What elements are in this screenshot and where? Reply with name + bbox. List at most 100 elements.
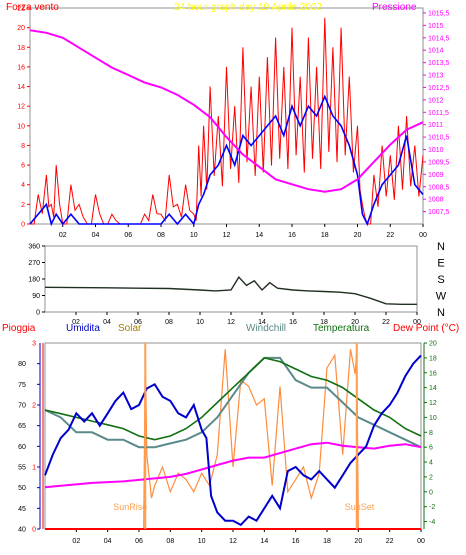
mid-direction-label: E bbox=[437, 258, 444, 270]
top-right-axis-title: Pressione bbox=[372, 2, 417, 13]
bottom-x-tick-label: 00 bbox=[417, 538, 425, 545]
bottom-series-temperatura bbox=[44, 357, 422, 441]
mid-x-tick-label: 18 bbox=[320, 319, 328, 326]
bottom-right-ticks: -4 -2 0 2 4 6 8 10 12 14 16 18 20 bbox=[423, 341, 437, 529]
top-left-tick-label: 2 bbox=[21, 202, 25, 209]
bottom-legend-item: Umidita bbox=[66, 323, 100, 334]
top-x-tick-label: 04 bbox=[92, 232, 100, 239]
bottom-x-tick-label: 04 bbox=[104, 538, 112, 545]
mid-direction-label: N bbox=[437, 241, 445, 253]
bottom-right-tick-label: 20 bbox=[429, 341, 437, 348]
mid-plot-frame bbox=[44, 245, 418, 313]
bottom-left-tick-label: 45 bbox=[18, 506, 26, 513]
top-left-tick-label: 6 bbox=[21, 163, 25, 170]
bottom-legend-item: Windchill bbox=[246, 323, 286, 334]
mid-x-tick-label: 02 bbox=[72, 319, 80, 326]
top-right-tick-label: 1010,5 bbox=[428, 135, 450, 142]
top-x-tick-label: 10 bbox=[190, 232, 198, 239]
bottom-left-tick-label: 55 bbox=[18, 465, 26, 472]
bottom-rain-tick-label: 0 bbox=[32, 527, 36, 534]
top-right-tick-label: 1008 bbox=[428, 197, 444, 204]
top-right-tick-label: 1013,5 bbox=[428, 60, 450, 67]
top-right-tick-label: 1009 bbox=[428, 172, 444, 179]
bottom-series bbox=[44, 349, 422, 530]
bottom-rain-tick-label: 2 bbox=[32, 403, 36, 410]
bottom-rain-ticks: 0 1 2 3 bbox=[32, 341, 44, 534]
bottom-right-tick-label: 0 bbox=[429, 489, 433, 496]
bottom-right-tick-label: -2 bbox=[429, 504, 435, 511]
mid-x-tick-label: 20 bbox=[351, 319, 359, 326]
top-right-tick-label: 1009,5 bbox=[428, 159, 450, 166]
bottom-annotations: SunRise SunSet bbox=[113, 343, 375, 529]
top-right-tick-label: 1013 bbox=[428, 73, 444, 80]
bottom-series-windchill bbox=[44, 356, 422, 449]
bottom-right-tick-label: 12 bbox=[429, 400, 437, 407]
mid-direction-label: S bbox=[437, 274, 444, 286]
bottom-x-tick-label: 18 bbox=[323, 538, 331, 545]
mid-y-tick-label: 360 bbox=[28, 244, 40, 251]
mid-x-tick-label: 04 bbox=[103, 319, 111, 326]
bottom-right-tick-label: 18 bbox=[429, 355, 437, 362]
top-right-tick-label: 1008,5 bbox=[428, 184, 450, 191]
bottom-x-tick-label: 14 bbox=[260, 538, 268, 545]
bottom-legend-item: Pioggia bbox=[2, 323, 36, 334]
bottom-left-tick-label: 70 bbox=[18, 403, 26, 410]
top-left-tick-label: 10 bbox=[17, 123, 25, 130]
top-left-tick-label: 20 bbox=[17, 25, 25, 32]
top-left-tick-label: 14 bbox=[17, 84, 25, 91]
bottom-left-ticks: 40 45 50 55 60 65 70 75 80 bbox=[18, 343, 41, 534]
bottom-right-tick-label: -4 bbox=[429, 519, 435, 526]
bottom-x-tick-label: 06 bbox=[135, 538, 143, 545]
bottom-left-tick-label: 75 bbox=[18, 382, 26, 389]
bottom-left-tick-label: 80 bbox=[18, 361, 26, 368]
bottom-legend-item: Solar bbox=[118, 323, 142, 334]
top-left-tick-label: 22 bbox=[17, 6, 25, 13]
mid-x-tick-label: 22 bbox=[382, 319, 390, 326]
mid-x-tick-label: 00 bbox=[413, 319, 421, 326]
top-x-tick-label: 18 bbox=[321, 232, 329, 239]
top-plot-frame bbox=[29, 7, 424, 225]
mid-x-tick-label: 12 bbox=[227, 319, 235, 326]
bottom-legend-item: Dew Point (°C) bbox=[393, 323, 459, 334]
top-right-tick-label: 1010 bbox=[428, 147, 444, 154]
top-right-tick-label: 1012,5 bbox=[428, 85, 450, 92]
mid-y-tick-label: 270 bbox=[28, 260, 40, 267]
bottom-x-tick-label: 02 bbox=[72, 538, 80, 545]
bottom-right-tick-label: 16 bbox=[429, 370, 437, 377]
top-x-tick-label: 00 bbox=[419, 232, 427, 239]
mid-series-direction bbox=[44, 276, 417, 305]
top-left-tick-label: 0 bbox=[21, 222, 25, 229]
bottom-x-tick-label: 10 bbox=[198, 538, 206, 545]
bottom-legend: Pioggia Umidita Solar Windchill Temperatura D… bbox=[2, 323, 459, 334]
mid-x-tick-label: 10 bbox=[196, 319, 204, 326]
temp-humidity-chart: Pioggia Umidita Solar Windchill Temperatura D… bbox=[2, 323, 459, 545]
bottom-right-tick-label: 2 bbox=[429, 474, 433, 481]
top-series bbox=[29, 17, 424, 227]
mid-x-tick-label: 16 bbox=[289, 319, 297, 326]
bottom-rain-tick-label: 1 bbox=[32, 465, 36, 472]
top-left-tick-label: 8 bbox=[21, 143, 25, 150]
top-series-wind bbox=[29, 94, 424, 227]
bottom-legend-item: Temperatura bbox=[313, 323, 370, 334]
bottom-x-tick-label: 16 bbox=[292, 538, 300, 545]
top-right-tick-label: 1014 bbox=[428, 48, 444, 55]
bottom-left-tick-label: 60 bbox=[18, 444, 26, 451]
bottom-right-tick-label: 8 bbox=[429, 430, 433, 437]
bottom-x-tick-label: 08 bbox=[166, 538, 174, 545]
top-right-tick-label: 1011,5 bbox=[428, 110, 449, 117]
bottom-x-tick-label: 20 bbox=[354, 538, 362, 545]
bottom-x-tick-label: 22 bbox=[386, 538, 394, 545]
bottom-x-tick-label: 12 bbox=[229, 538, 237, 545]
mid-x-ticks: 02 04 06 08 10 12 14 16 18 20 22 00 bbox=[72, 312, 421, 326]
top-x-tick-label: 20 bbox=[354, 232, 362, 239]
bottom-rain-tick-label: 3 bbox=[32, 341, 36, 348]
mid-x-tick-label: 06 bbox=[134, 319, 142, 326]
top-x-ticks: 02 04 06 08 10 12 14 16 18 20 22 00 bbox=[59, 224, 427, 239]
mid-y-ticks: 0 90 180 270 360 bbox=[28, 244, 45, 317]
top-x-tick-label: 02 bbox=[59, 232, 67, 239]
top-x-tick-label: 08 bbox=[157, 232, 165, 239]
